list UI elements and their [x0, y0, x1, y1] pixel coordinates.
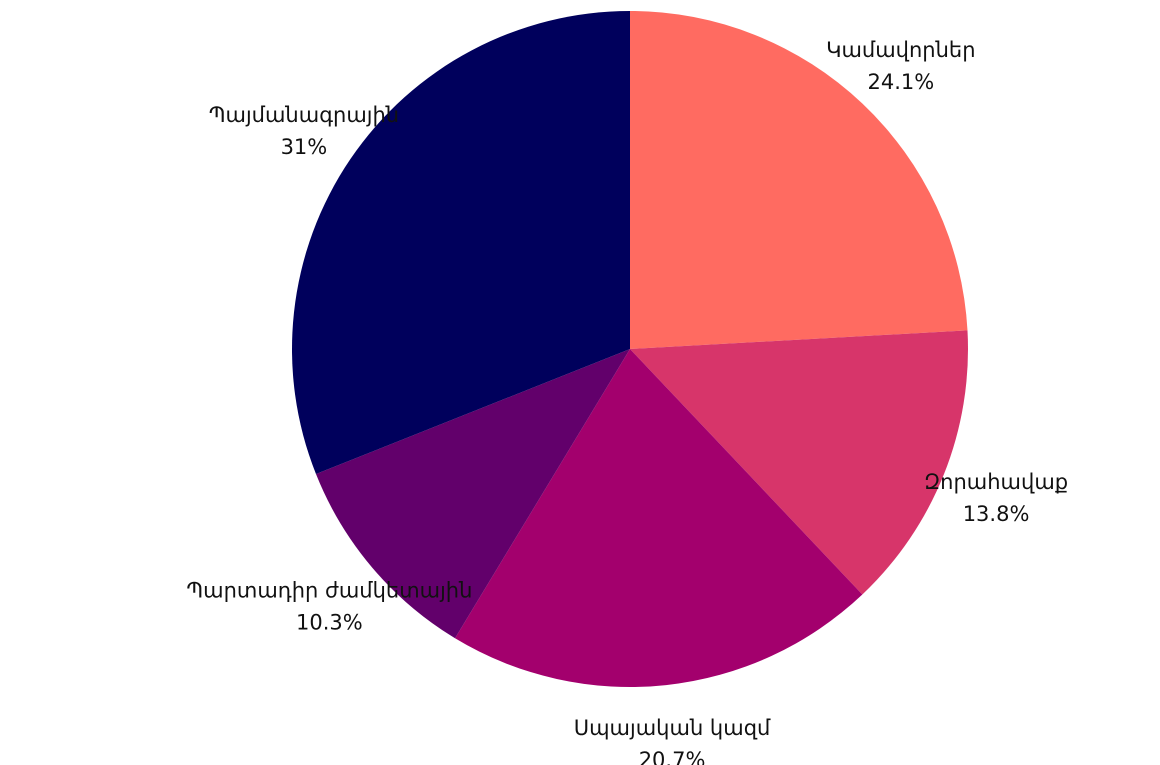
- slice-category-label: Պայմանագրային: [209, 103, 399, 127]
- slice-value-label: 13.8%: [963, 502, 1030, 526]
- slice-category-label: Պարտադիր ժամկետային: [186, 579, 472, 603]
- pie-slice: [315, 349, 630, 639]
- slice-category-label: Կամավորներ: [826, 38, 975, 62]
- pie-slice: [455, 349, 863, 688]
- slice-value-label: 10.3%: [296, 611, 363, 635]
- pie-slice: [630, 11, 968, 349]
- slice-value-label: 24.1%: [867, 70, 934, 94]
- pie-slice: [630, 330, 969, 595]
- slice-category-label: Զորահավաք: [924, 470, 1068, 494]
- pie-slice: [292, 11, 630, 475]
- slice-value-label: 20.7%: [639, 748, 706, 765]
- slice-category-label: Սպայական կազմ: [574, 716, 771, 740]
- pie-slices: [292, 11, 969, 688]
- pie-labels: Կամավորներ 24.1% Զորահավաք 13.8% Սպայական կա…: [186, 38, 1068, 765]
- slice-value-label: 31%: [281, 135, 328, 159]
